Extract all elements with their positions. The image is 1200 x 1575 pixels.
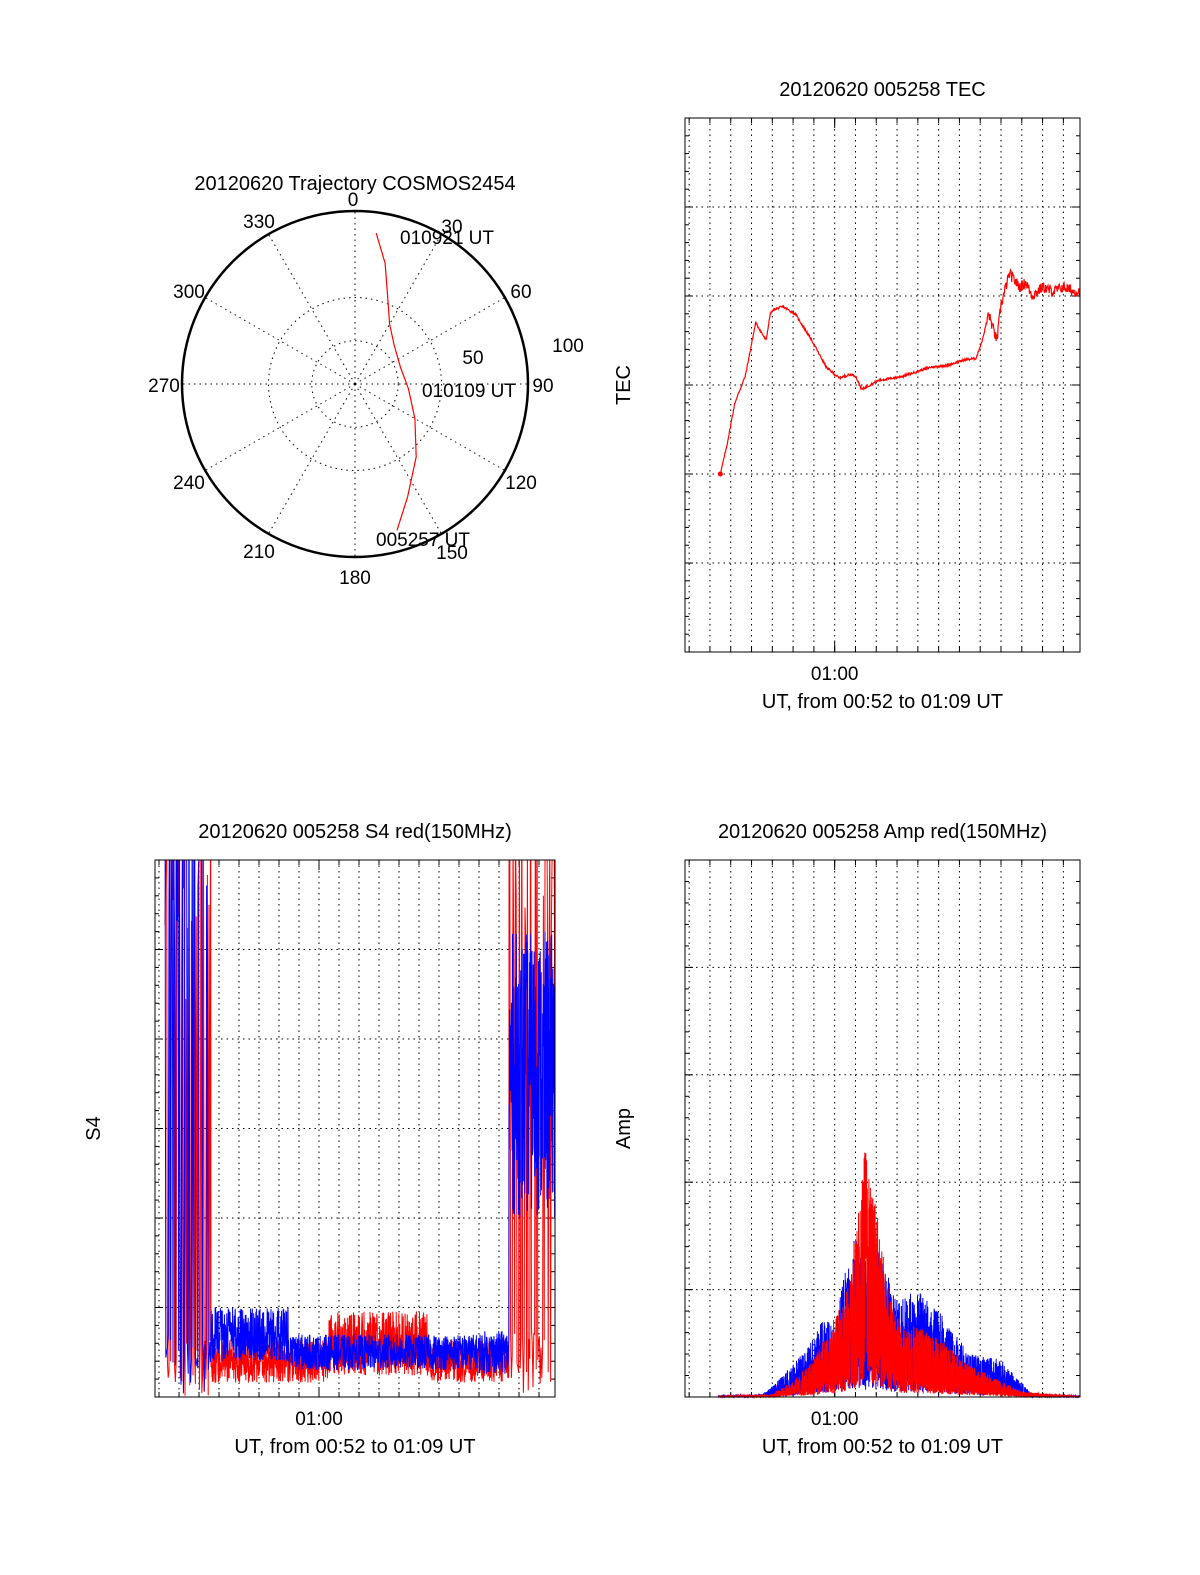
azimuth-label: 30: [441, 217, 462, 238]
polar-ring: [311, 340, 399, 428]
y-axis-label: S4: [83, 1116, 105, 1140]
x-tick-label: 01:00: [295, 1409, 343, 1430]
azimuth-label: 90: [532, 376, 553, 397]
tec-series-line: [719, 267, 1081, 475]
vertical-grid: [688, 118, 1064, 652]
radial-label: 50: [462, 348, 483, 369]
azimuth-label: 240: [173, 473, 205, 494]
x-axis-label: UT, from 00:52 to 01:09 UT: [762, 691, 1003, 713]
x-tick-label: 01:00: [811, 1409, 859, 1430]
chart-title: 20120620 Trajectory COSMOS2454: [194, 173, 515, 195]
polar-spoke: [354, 297, 506, 385]
time-annotation: 010921 UT: [400, 228, 494, 249]
azimuth-label: 0: [348, 190, 359, 211]
azimuth-label: 330: [243, 212, 275, 233]
azimuth-label: 300: [173, 282, 205, 303]
polar-spoke: [354, 233, 442, 385]
plot-frame: [154, 859, 556, 1398]
x-tick-label: 01:00: [811, 664, 859, 685]
trajectory-line: [375, 233, 417, 531]
azimuth-label: 150: [436, 543, 468, 564]
s4-panel: 01:00 20120620 005258 S4 red(150MHz) UT, f…: [83, 821, 556, 1458]
horizontal-grid: [685, 117, 1080, 653]
azimuth-label: 270: [148, 376, 180, 397]
time-annotation: 005257 UT: [376, 530, 470, 551]
radial-label: 100: [552, 336, 584, 357]
s4-blue-series: [164, 860, 555, 1394]
plot-frame: [684, 117, 1081, 653]
amp-panel: 01:00 20120620 005258 Amp red(150MHz) UT, …: [613, 821, 1081, 1458]
tec-panel: 01:00 20120620 005258 TEC UT, from 00:52 t…: [613, 79, 1081, 713]
polar-spoke: [268, 383, 356, 535]
chart-title: 20120620 005258 TEC: [779, 79, 985, 101]
x-axis-label: UT, from 00:52 to 01:09 UT: [234, 1436, 475, 1458]
tec-series-start: [717, 471, 723, 477]
vertical-grid: [688, 860, 1064, 1397]
x-axis-label: UT, from 00:52 to 01:09 UT: [762, 1436, 1003, 1458]
chart-title: 20120620 005258 S4 red(150MHz): [198, 821, 512, 843]
y-axis-label: Amp: [613, 1108, 635, 1149]
polar-spoke: [354, 383, 442, 535]
chart-title: 20120620 005258 Amp red(150MHz): [718, 821, 1047, 843]
azimuth-label: 180: [339, 568, 371, 589]
azimuth-label: 210: [243, 542, 275, 563]
polar-ring: [268, 297, 442, 471]
time-annotation: 010109 UT: [422, 381, 516, 402]
polar-spoke: [204, 297, 356, 385]
azimuth-label: 60: [510, 282, 531, 303]
polar-outer-circle: [180, 209, 530, 559]
polar-spoke: [268, 233, 356, 385]
polar-spoke: [204, 383, 356, 471]
azimuth-label: 120: [505, 473, 537, 494]
polar-spoke: [354, 383, 506, 471]
trajectory-panel: 0 30 60 90 120 150 180 210 240 270 300 330 50 100 2012…: [148, 173, 584, 589]
amp-red-series: [717, 1152, 1081, 1399]
plot-frame: [684, 859, 1081, 1398]
y-axis-label: TEC: [613, 365, 635, 405]
